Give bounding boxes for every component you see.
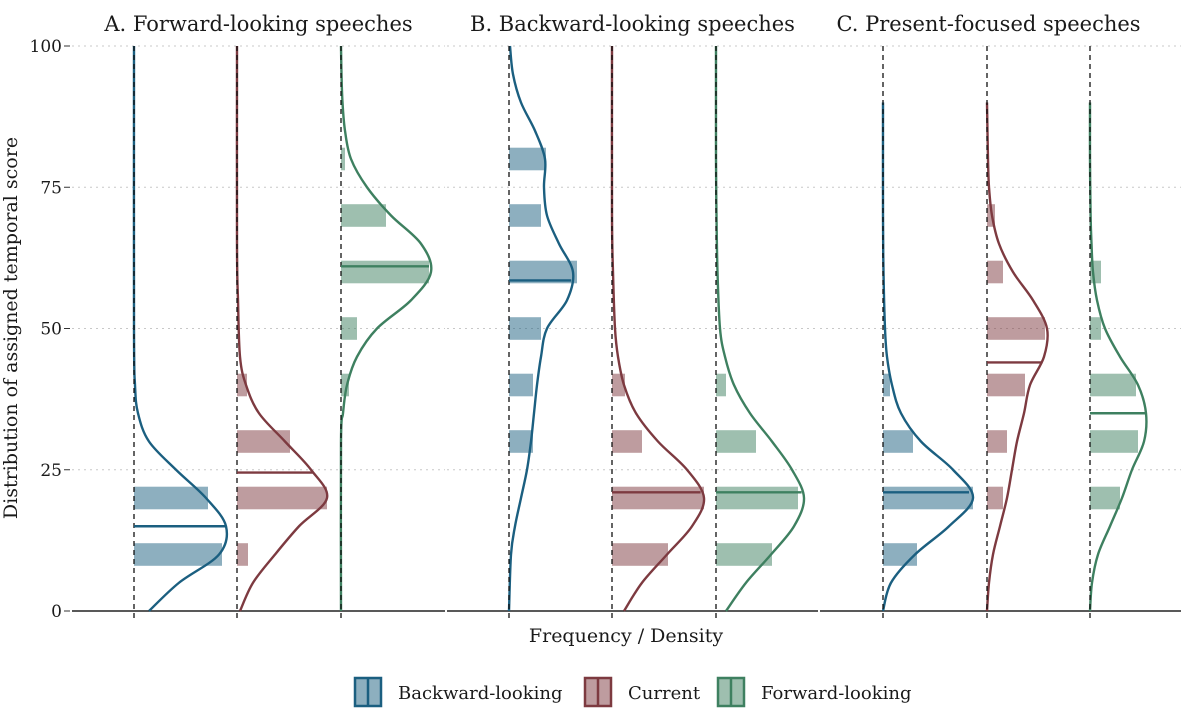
histogram-bar xyxy=(987,373,1025,397)
density-curve xyxy=(1088,102,1148,612)
histogram-bar xyxy=(341,147,345,171)
histogram-bar xyxy=(1090,373,1136,397)
panel-title: B. Backward-looking speeches xyxy=(470,12,795,36)
group-current xyxy=(610,45,706,619)
histogram-bar xyxy=(883,486,973,510)
group-forward-looking xyxy=(714,45,806,619)
legend-item: Current xyxy=(583,676,701,708)
y-tick-label: 50 xyxy=(40,320,62,340)
panels-layer: A. Forward-looking speeches B. Backward-l… xyxy=(72,12,1181,619)
density-curve xyxy=(881,102,975,612)
density-curve xyxy=(339,45,433,612)
y-axis-title: Distribution of assigned temporal score xyxy=(0,137,22,519)
panel-title: C. Present-focused speeches xyxy=(836,12,1140,36)
legend-item: Forward-looking xyxy=(716,676,912,708)
histogram-bar xyxy=(987,317,1045,340)
legend-label: Backward-looking xyxy=(398,683,563,704)
histogram-bar xyxy=(716,430,756,453)
y-tick-label: 25 xyxy=(40,461,62,481)
panel-3: C. Present-focused speeches xyxy=(820,12,1181,619)
panel-1: A. Forward-looking speeches xyxy=(72,12,445,619)
histogram-bar xyxy=(509,373,533,397)
group-backward-looking xyxy=(132,45,229,619)
histogram-bar xyxy=(341,204,386,227)
histogram-bar xyxy=(883,543,917,566)
histogram-bar xyxy=(987,260,1003,284)
histogram-bar xyxy=(237,430,290,453)
group-forward-looking xyxy=(339,45,433,619)
histogram-bar xyxy=(612,430,642,453)
histogram-bar xyxy=(509,430,533,453)
group-forward-looking xyxy=(1088,46,1148,619)
histogram-bar xyxy=(341,373,349,397)
y-tick-label: 0 xyxy=(51,602,62,622)
panel-title: A. Forward-looking speeches xyxy=(103,12,412,36)
legend-label: Forward-looking xyxy=(761,683,912,704)
histogram-bar xyxy=(237,543,248,566)
x-axis-title: Frequency / Density xyxy=(529,625,723,647)
legend: Backward-looking Current Forward-looking xyxy=(353,676,912,708)
panel-2: B. Backward-looking speeches xyxy=(447,12,818,619)
histogram-bar xyxy=(883,373,890,397)
histogram-bar xyxy=(612,486,704,510)
histogram-bar xyxy=(509,204,541,227)
histogram-bar xyxy=(987,486,1003,510)
density-curve xyxy=(507,45,575,612)
histogram-bar xyxy=(341,317,357,340)
y-tick-label: 100 xyxy=(30,37,62,57)
axis-layer: Distribution of assigned temporal score … xyxy=(0,37,723,647)
density-curve xyxy=(610,45,706,612)
histogram-bar xyxy=(883,430,913,453)
grid-layer xyxy=(72,45,1181,471)
histogram-bar xyxy=(134,486,208,510)
density-curve xyxy=(985,102,1049,612)
histogram-bar xyxy=(716,543,772,566)
histogram-bar xyxy=(1090,317,1101,340)
legend-item: Backward-looking xyxy=(353,676,563,708)
group-current xyxy=(235,45,329,619)
histogram-bar xyxy=(237,373,247,397)
group-backward-looking xyxy=(507,45,577,619)
group-current xyxy=(985,46,1049,619)
histogram-bar xyxy=(509,147,546,171)
histogram-bar xyxy=(716,373,726,397)
histogram-bar xyxy=(1090,486,1120,510)
histogram-bar xyxy=(612,543,668,566)
legend-label: Current xyxy=(628,683,701,704)
group-backward-looking xyxy=(881,46,975,619)
histogram-bar xyxy=(716,486,798,510)
histogram-bar xyxy=(509,317,541,340)
density-curve xyxy=(714,45,806,612)
histogram-bar xyxy=(987,430,1007,453)
y-tick-label: 75 xyxy=(40,178,62,198)
histogram-bar xyxy=(1090,260,1101,284)
histogram-bar xyxy=(134,543,222,566)
histogram-bar xyxy=(1090,430,1138,453)
histogram-bar xyxy=(341,260,429,284)
histogram-bar xyxy=(237,486,327,510)
histogram-bar xyxy=(509,260,577,284)
